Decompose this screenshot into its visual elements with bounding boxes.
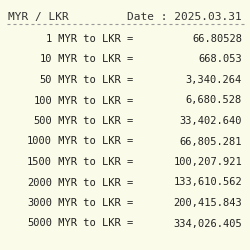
Text: 334,026.405: 334,026.405 <box>173 218 242 228</box>
Text: MYR to LKR =: MYR to LKR = <box>52 136 133 146</box>
Text: MYR to LKR =: MYR to LKR = <box>52 96 133 106</box>
Text: 200,415.843: 200,415.843 <box>173 198 242 208</box>
Text: 1000: 1000 <box>27 136 52 146</box>
Text: 10: 10 <box>40 54 52 64</box>
Text: MYR to LKR =: MYR to LKR = <box>52 178 133 188</box>
Text: 50: 50 <box>40 75 52 85</box>
Text: MYR to LKR =: MYR to LKR = <box>52 54 133 64</box>
Text: MYR to LKR =: MYR to LKR = <box>52 75 133 85</box>
Text: 133,610.562: 133,610.562 <box>173 178 242 188</box>
Text: MYR / LKR: MYR / LKR <box>8 12 69 22</box>
Text: 3000: 3000 <box>27 198 52 208</box>
Text: MYR to LKR =: MYR to LKR = <box>52 34 133 44</box>
Text: MYR to LKR =: MYR to LKR = <box>52 198 133 208</box>
Text: 5000: 5000 <box>27 218 52 228</box>
Text: MYR to LKR =: MYR to LKR = <box>52 116 133 126</box>
Text: 1: 1 <box>46 34 52 44</box>
Text: MYR to LKR =: MYR to LKR = <box>52 157 133 167</box>
Text: 66.80528: 66.80528 <box>192 34 242 44</box>
Text: Date : 2025.03.31: Date : 2025.03.31 <box>127 12 242 22</box>
Text: 100,207.921: 100,207.921 <box>173 157 242 167</box>
Text: 1500: 1500 <box>27 157 52 167</box>
Text: MYR to LKR =: MYR to LKR = <box>52 218 133 228</box>
Text: 2000: 2000 <box>27 178 52 188</box>
Text: 6,680.528: 6,680.528 <box>186 96 242 106</box>
Text: 100: 100 <box>33 96 52 106</box>
Text: 3,340.264: 3,340.264 <box>186 75 242 85</box>
Text: 66,805.281: 66,805.281 <box>180 136 242 146</box>
Text: 668.053: 668.053 <box>198 54 242 64</box>
Text: 500: 500 <box>33 116 52 126</box>
Text: 33,402.640: 33,402.640 <box>180 116 242 126</box>
